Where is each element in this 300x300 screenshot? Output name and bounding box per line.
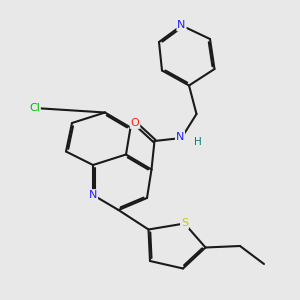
Text: N: N <box>89 190 97 200</box>
Text: N: N <box>176 131 184 142</box>
Text: H: H <box>194 136 202 147</box>
Text: S: S <box>181 218 188 229</box>
Text: Cl: Cl <box>29 103 40 113</box>
Text: O: O <box>130 118 140 128</box>
Text: N: N <box>177 20 186 31</box>
